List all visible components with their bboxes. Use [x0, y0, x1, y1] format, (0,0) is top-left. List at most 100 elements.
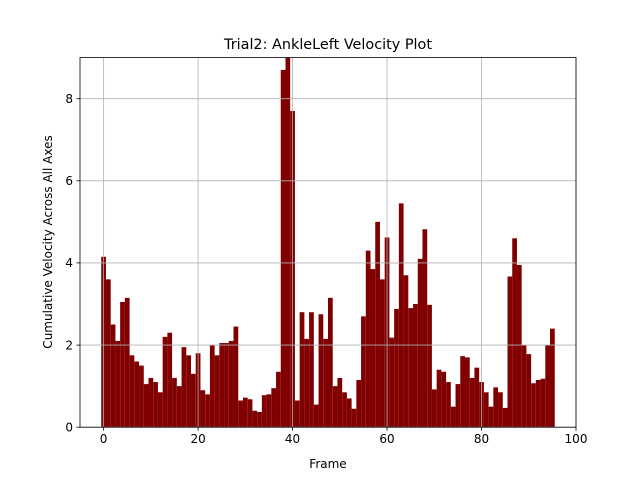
bar-frame-26: [224, 343, 229, 428]
x-tick-label: 100: [565, 432, 588, 446]
bar-frame-14: [167, 332, 173, 428]
bar-frame-2: [110, 324, 116, 428]
bar-frame-42: [299, 312, 305, 428]
bar-frame-1: [105, 279, 111, 428]
x-tick-label: 20: [190, 432, 205, 446]
bar-frame-69: [427, 304, 432, 428]
bar-frame-77: [464, 357, 470, 428]
bar-frame-95: [550, 328, 555, 428]
bar-frame-43: [304, 338, 310, 428]
bar-frame-68: [422, 229, 428, 428]
x-tick-label: 80: [474, 432, 489, 446]
bar-frame-65: [408, 308, 414, 428]
bar-frame-55: [361, 316, 366, 428]
bar-frame-74: [450, 406, 456, 428]
bar-frame-70: [431, 389, 437, 428]
bar-frame-83: [493, 387, 499, 428]
bar-frame-13: [162, 336, 168, 428]
x-axis-label: Frame: [309, 457, 346, 471]
x-tick-label: 60: [379, 432, 394, 446]
bar-frame-79: [474, 367, 480, 428]
bar-frame-76: [460, 356, 465, 428]
bar-frame-49: [332, 386, 338, 428]
bar-frame-90: [526, 354, 532, 428]
bar-frame-50: [337, 377, 343, 428]
bar-frame-72: [441, 371, 447, 428]
bar-frame-19: [191, 373, 196, 428]
bar-frame-46: [318, 314, 324, 428]
bar-frame-75: [455, 384, 461, 428]
bar-frame-71: [436, 369, 442, 428]
ticks-layer: 0 20 40 60 80 100 0 2 4 6 8: [65, 92, 587, 446]
bar-frame-11: [153, 382, 158, 428]
bar-frame-37: [276, 371, 281, 428]
bar-frame-7: [134, 361, 140, 428]
bar-frame-8: [139, 365, 144, 428]
bar-frame-44: [309, 312, 314, 428]
bar-frame-29: [238, 400, 243, 428]
x-tick-label: 0: [100, 432, 108, 446]
bar-frame-63: [398, 203, 404, 428]
bar-frame-86: [507, 276, 513, 428]
bar-frame-6: [129, 355, 135, 428]
bar-frame-94: [545, 345, 551, 428]
bar-frame-58: [375, 221, 380, 428]
bar-frame-81: [483, 392, 489, 428]
bar-frame-47: [323, 338, 328, 428]
bar-frame-23: [209, 345, 215, 428]
bar-frame-45: [313, 404, 319, 428]
bar-frame-64: [403, 275, 409, 428]
bar-frame-59: [379, 279, 385, 428]
bar-frame-18: [186, 355, 192, 428]
bar-frame-67: [417, 258, 423, 428]
bar-frame-21: [200, 390, 206, 428]
y-tick-label: 8: [65, 92, 73, 106]
bar-frame-57: [370, 269, 376, 428]
bar-frame-52: [346, 398, 352, 428]
y-tick-label: 4: [65, 256, 73, 270]
bar-frame-61: [389, 337, 395, 428]
bar-frame-51: [342, 392, 347, 428]
bar-frame-4: [120, 301, 125, 428]
x-tick-label: 40: [285, 432, 300, 446]
bar-frame-39: [285, 57, 291, 428]
axes-frame: [79, 57, 577, 428]
bar-frame-53: [351, 408, 357, 428]
bar-frame-89: [521, 345, 527, 428]
bar-frame-3: [115, 340, 121, 428]
y-tick-label: 6: [65, 174, 73, 188]
y-axis-label: Cumulative Velocity Across All Axes: [41, 135, 55, 348]
y-tick-label: 0: [65, 421, 73, 435]
bar-frame-62: [394, 308, 399, 428]
bar-frame-5: [124, 297, 130, 428]
bar-frame-93: [540, 378, 546, 428]
bar-frame-82: [488, 406, 494, 428]
bar-frame-17: [181, 347, 187, 428]
bar-frame-92: [535, 379, 541, 428]
bar-frame-15: [172, 377, 177, 428]
bar-frame-87: [512, 238, 517, 428]
bar-frame-22: [205, 394, 210, 428]
bar-frame-85: [502, 407, 508, 428]
bar-frame-10: [148, 377, 154, 428]
bar-frame-88: [516, 264, 522, 428]
bar-frame-73: [446, 382, 451, 428]
y-tick-label: 2: [65, 338, 73, 352]
bar-frame-24: [214, 355, 220, 428]
bar-frame-12: [157, 392, 163, 428]
bar-frame-36: [271, 388, 277, 428]
bar-frame-78: [469, 377, 475, 428]
bar-frame-91: [531, 383, 536, 428]
bar-frame-25: [219, 343, 225, 428]
bar-frame-33: [257, 412, 262, 428]
chart-title: Trial2: AnkleLeft Velocity Plot: [223, 37, 432, 53]
bar-frame-9: [143, 384, 149, 428]
bar-frame-66: [413, 304, 418, 428]
bar-frame-48: [328, 297, 333, 428]
bar-frame-54: [356, 379, 362, 428]
bar-frame-56: [365, 250, 371, 428]
bar-frame-16: [176, 386, 182, 428]
bar-frame-41: [294, 400, 300, 428]
